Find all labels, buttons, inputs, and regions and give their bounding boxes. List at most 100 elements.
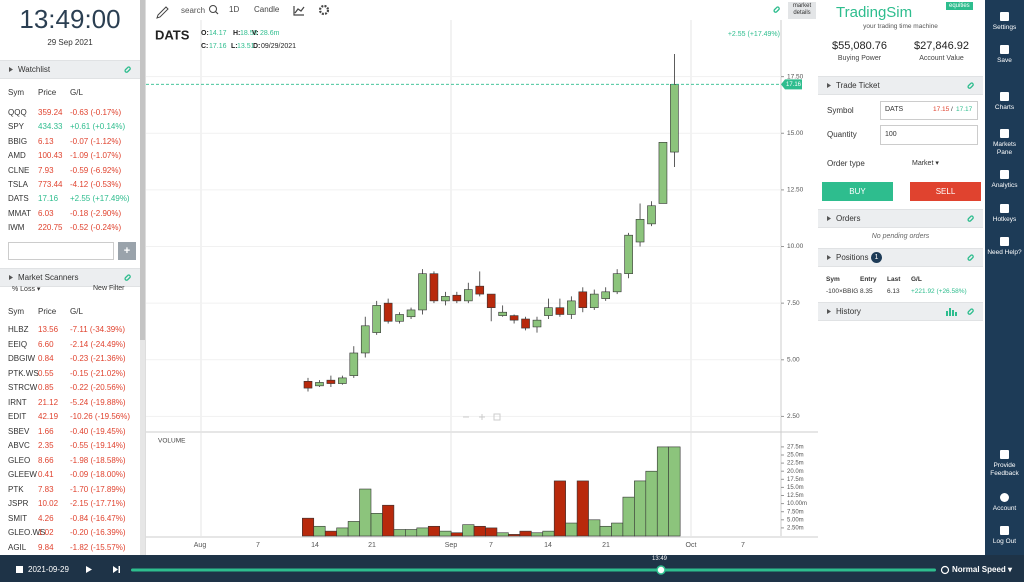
nav-item[interactable]: Need Help? [987,249,1022,256]
chart-style[interactable]: Candle [254,5,280,14]
symbol[interactable]: DBGIW [8,354,36,363]
symbol[interactable]: PTK.WS [8,368,39,378]
account-figure-label: Account Value [919,55,964,62]
symbol[interactable]: AGIL [8,542,27,552]
replay-date[interactable]: 2021-09-29 [28,565,69,574]
side-nav: Settings Save Charts Markets Pane Analytics H… [985,0,1024,555]
symbol[interactable]: AMD [8,151,26,161]
scanner-filter[interactable]: % Loss ▾ [12,286,41,293]
market-details[interactable]: market details [788,2,816,19]
y-tick-label: 17.50 [787,73,804,80]
symbol[interactable]: HLBZ [8,325,29,334]
column-header: Price [38,307,57,316]
x-tick-label: 21 [602,542,610,549]
price: 0.41 [38,470,54,479]
symbol[interactable]: MMAT [8,208,31,218]
symbol[interactable]: SBEV [8,426,30,436]
symbol[interactable]: DATS [8,194,29,204]
sell-button[interactable]: SELL [910,182,981,201]
search[interactable]: search [181,6,206,15]
last-price-marker [781,79,802,90]
nav-icon [1000,129,1009,138]
symbol[interactable]: EEIQ [8,339,28,349]
x-tick-label: Sep [445,542,458,549]
nav-item[interactable]: Hotkeys [992,216,1017,223]
volume-bar [599,525,612,537]
x-tick-label: 21 [368,542,376,549]
volume-bar [622,496,635,537]
change: -7.11 (-34.39%) [70,325,125,334]
link-shape [124,274,131,281]
position-cell: 8.35 [860,288,873,295]
volume-bar [656,446,669,537]
symbol[interactable]: STRCW [8,383,38,392]
nav-item[interactable]: Account [992,505,1017,512]
symbol[interactable]: SMIT [8,513,28,523]
interval[interactable]: 1D [229,5,240,14]
symbol-input[interactable] [8,242,114,260]
nav-item[interactable]: Log Out [992,538,1017,545]
symbol-input[interactable]: DATS 17.15/17.17 [880,101,978,120]
buy-button[interactable]: BUY [822,182,893,201]
candle-body [486,293,496,308]
volume-bar [588,519,601,537]
symbol[interactable]: CLNE [8,165,30,175]
symbol[interactable]: TSLA [8,180,29,189]
positions-badge: 1 [871,252,882,263]
candle-body [463,289,473,302]
caret [827,309,831,314]
link-icon [124,274,131,281]
volume-bar [508,534,521,537]
new-filter[interactable]: New Filter [93,285,125,292]
order-type[interactable]: Market ▾ [912,160,939,167]
quantity-input[interactable]: 100 [880,125,978,145]
column-header: G/L [70,307,83,316]
change: -1.82 (-15.57%) [70,542,126,552]
caret [9,67,13,72]
symbol[interactable]: GLEO [8,455,31,465]
nav-item[interactable]: Analytics [991,182,1018,189]
link-icon [967,215,974,222]
nav-item[interactable]: Settings [992,24,1017,31]
timeline-time: 13:49 [652,556,668,562]
scroll-thumb[interactable] [140,0,145,340]
symbol[interactable]: QQQ [8,108,27,117]
volume-bar [347,521,360,537]
price: 100.43 [38,151,63,161]
ask: 17.17 [956,106,973,113]
caret [827,216,831,221]
symbol[interactable]: GLEEW [8,470,37,479]
symbol[interactable]: BBIG [8,136,28,146]
price: 7.83 [38,484,54,494]
candle-body [395,314,404,322]
change: -0.15 (-21.02%) [70,368,126,378]
change: -1.98 (-18.58%) [70,455,126,465]
symbol[interactable]: GLEO.WS [8,528,46,537]
nav-item[interactable]: Charts [994,104,1015,111]
symbol[interactable]: EDIT [8,412,27,421]
link-shape [967,254,974,261]
volume-tick-label: 20.0m [787,469,804,475]
nav-item[interactable]: Provide Feedback [990,462,1019,477]
symbol[interactable]: SPY [8,122,25,132]
nav-item[interactable]: Save [997,57,1012,64]
add-button[interactable]: + [118,242,136,260]
history-icon-bar [946,311,948,316]
volume-bar [611,522,624,537]
symbol[interactable]: IWM [8,223,25,233]
change: +2.55 (+17.49%) [70,194,130,204]
candle-body [635,219,645,243]
nav-item[interactable]: Markets Pane [992,141,1017,156]
scrollbar[interactable] [140,0,145,555]
reset-icon [493,413,501,421]
nav-icon-shape [1000,526,1009,535]
symbol[interactable]: ABVC [8,441,30,450]
nav-icon [1000,12,1009,21]
symbol[interactable]: PTK [8,484,24,494]
price: 10.02 [38,499,59,508]
symbol[interactable]: JSPR [8,499,29,508]
symbol[interactable]: IRNT [8,397,27,407]
speed[interactable]: Normal Speed ▾ [952,565,1013,574]
change: +2.55 (+17.49%) [728,31,780,38]
price: 7.93 [38,165,54,175]
